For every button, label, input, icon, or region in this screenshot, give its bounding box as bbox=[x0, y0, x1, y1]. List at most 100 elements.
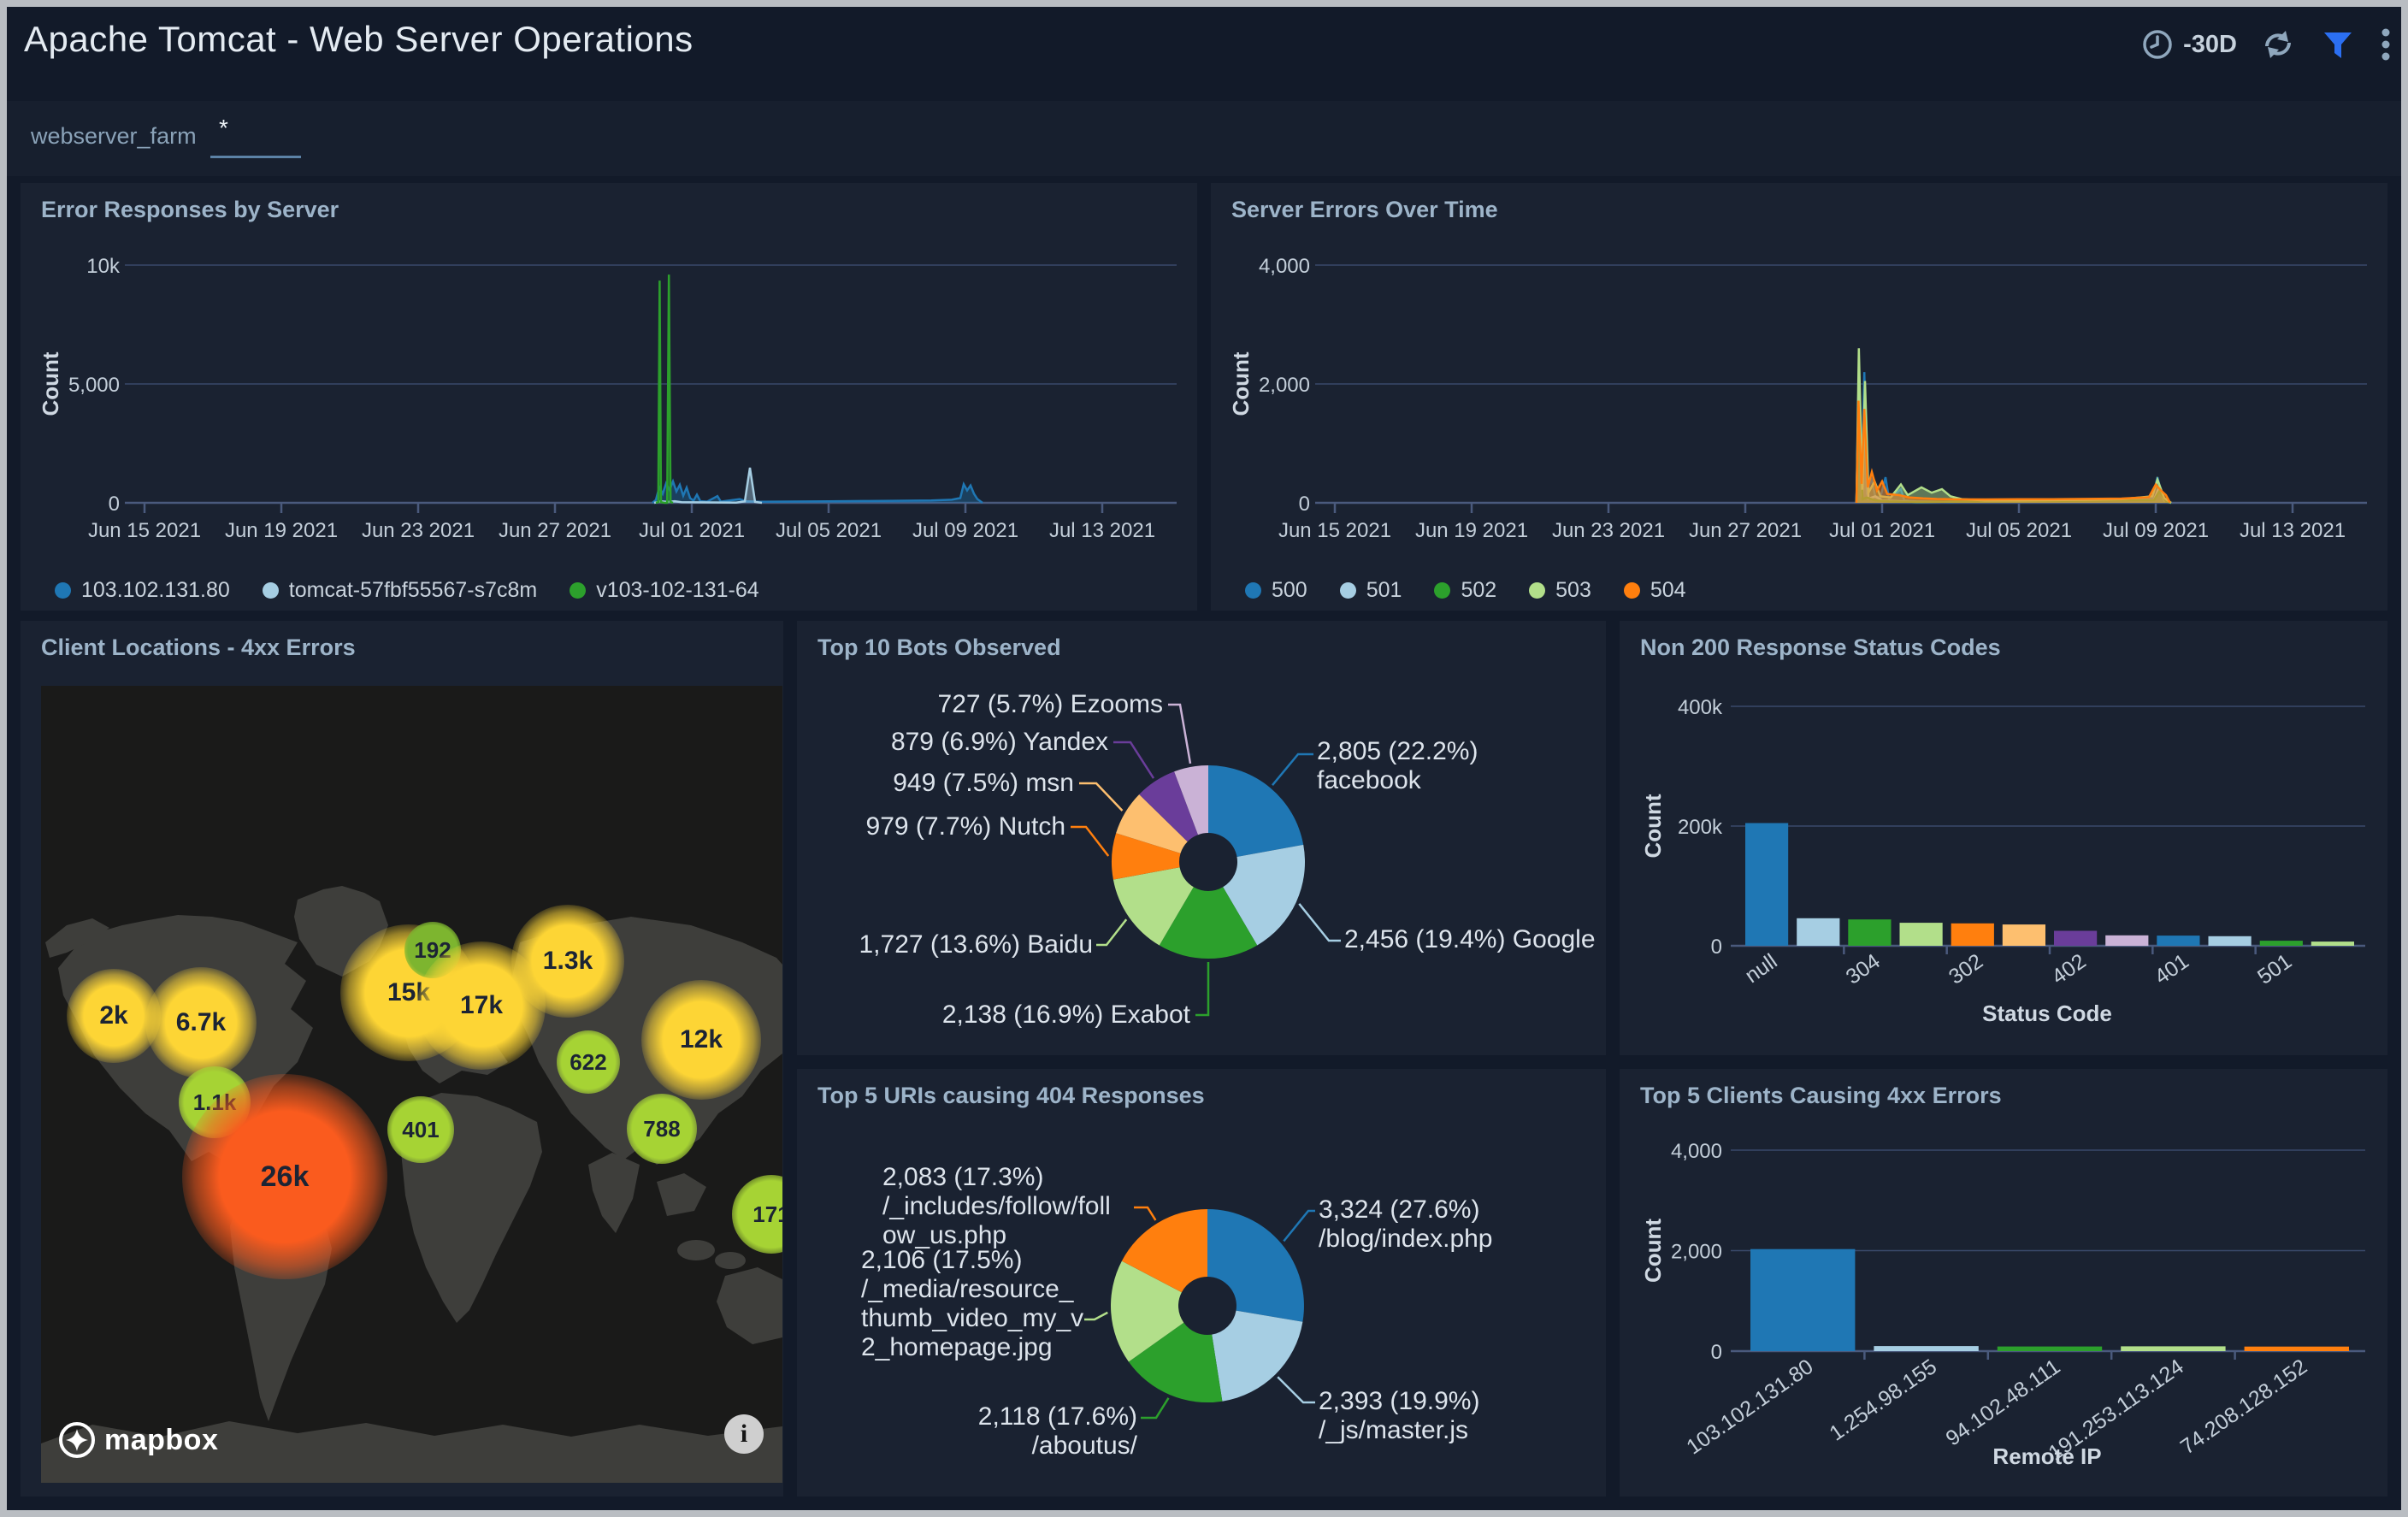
bar-74.208.128.152[interactable] bbox=[2244, 1346, 2349, 1351]
bar-103.102.131.80[interactable] bbox=[1750, 1248, 1856, 1351]
x-tick-label: Jul 05 2021 bbox=[776, 519, 882, 542]
bar-unlabeled-11[interactable] bbox=[2311, 941, 2354, 946]
page-title: Apache Tomcat - Web Server Operations bbox=[24, 19, 693, 59]
topbar-actions: -30D bbox=[2140, 22, 2393, 67]
pie-leader-Ezooms bbox=[1168, 703, 1192, 764]
bar-94.102.48.111[interactable] bbox=[1997, 1346, 2103, 1351]
pie-slice-/_media/resource_thumb_video_my_v2_homepage.jpg[interactable] bbox=[1111, 1260, 1184, 1362]
panel-title: Top 5 URIs causing 404 Responses bbox=[817, 1083, 1205, 1108]
pie-slice-facebook[interactable] bbox=[1208, 765, 1304, 857]
pie-slice-/aboutus/[interactable] bbox=[1128, 1322, 1223, 1403]
filter-input-underline[interactable] bbox=[210, 156, 301, 158]
filter-field-label: webserver_farm bbox=[31, 123, 197, 149]
pie-slice-/_includes/follow/follow_us.php[interactable] bbox=[1121, 1209, 1207, 1293]
bar-401[interactable] bbox=[2157, 936, 2200, 946]
pie-slice-Yandex[interactable] bbox=[1139, 771, 1198, 842]
non-200-bar-chart[interactable]: 0 200k 400k null 304 302 402 401 501 Status Code C… bbox=[1620, 621, 2387, 1055]
pie-slice-Baidu[interactable] bbox=[1113, 867, 1194, 946]
x-tick-label: 1.254.98.155 bbox=[1825, 1355, 1941, 1446]
series-line-500[interactable] bbox=[1855, 367, 2170, 504]
x-tick-label: Jul 09 2021 bbox=[912, 519, 1018, 542]
map-bubble-1.3k[interactable]: 1.3k bbox=[511, 905, 624, 1018]
series-line-503[interactable] bbox=[1855, 348, 2172, 505]
legend-label: 502 bbox=[1461, 578, 1497, 602]
bar-402[interactable] bbox=[2054, 930, 2098, 947]
legend-item-501[interactable]: 501 bbox=[1339, 578, 1402, 603]
top-4xx-clients-bar-chart[interactable]: 0 2,000 4,000 103.102.131.80 1.254.98.155 94.… bbox=[1620, 1069, 2387, 1496]
legend-dot bbox=[1339, 582, 1356, 599]
map-bubble-788[interactable]: 788 bbox=[627, 1094, 697, 1164]
legend-item-502[interactable]: 502 bbox=[1434, 578, 1496, 603]
legend-dot bbox=[55, 582, 71, 599]
x-axis-title: Remote IP bbox=[1992, 1443, 2101, 1469]
y-axis-title: Count bbox=[38, 351, 63, 416]
legend-item-500[interactable]: 500 bbox=[1245, 578, 1307, 603]
x-tick-label: 401 bbox=[2151, 949, 2193, 989]
series-line-tomcat-57fbf55567-s7c8m[interactable] bbox=[653, 467, 763, 505]
bar-unlabeled-9[interactable] bbox=[2208, 936, 2252, 946]
world-map[interactable]: 2k6.7k1.1k26k15k19217k4011.3k62212k78817… bbox=[41, 686, 782, 1483]
pie-leader-/aboutus/ bbox=[1141, 1397, 1170, 1420]
x-tick-label: Jul 05 2021 bbox=[1966, 519, 2072, 542]
mapbox-logo[interactable]: mapbox bbox=[58, 1421, 218, 1459]
pie-slice-msn[interactable] bbox=[1116, 794, 1188, 853]
map-bubble-622[interactable]: 622 bbox=[557, 1030, 620, 1094]
bar-unlabeled-7[interactable] bbox=[2105, 935, 2149, 947]
series-line-504[interactable] bbox=[1855, 400, 2171, 504]
mapbox-icon bbox=[59, 1422, 95, 1458]
top-404-uris-donut[interactable] bbox=[797, 1069, 1606, 1496]
pie-label-msn: 949 (7.5%) msn bbox=[893, 769, 1074, 797]
bar-302[interactable] bbox=[1951, 923, 1994, 947]
bar-null[interactable] bbox=[1745, 823, 1789, 947]
legend-item-v103-102-131-64[interactable]: v103-102-131-64 bbox=[570, 578, 759, 603]
pie-label-/aboutus/: 2,118 (17.6%) /aboutus/ bbox=[977, 1402, 1137, 1460]
bar-501[interactable] bbox=[2259, 941, 2303, 946]
map-info-button[interactable]: i bbox=[724, 1414, 764, 1454]
map-bubble-12k[interactable]: 12k bbox=[641, 980, 761, 1100]
y-tick-label: 0 bbox=[1299, 493, 1310, 516]
server-errors-chart[interactable]: 0 2,000 4,000 Jun 15 2021 Jun 19 2021 Jun 23 … bbox=[1211, 183, 2387, 611]
legend-dot bbox=[570, 582, 587, 599]
x-tick-label: 302 bbox=[1945, 949, 1987, 989]
bar-1.254.98.155[interactable] bbox=[1874, 1346, 1979, 1351]
pie-slice-Ezooms[interactable] bbox=[1174, 765, 1208, 835]
filter-icon[interactable] bbox=[2319, 26, 2357, 63]
x-tick-label: 103.102.131.80 bbox=[1682, 1355, 1817, 1460]
series-line-103.102.131.80[interactable] bbox=[652, 478, 983, 505]
map-bubble-2k[interactable]: 2k bbox=[67, 969, 161, 1063]
map-bubble-26k[interactable]: 26k bbox=[182, 1074, 387, 1279]
y-tick-label: 4,000 bbox=[1259, 255, 1310, 278]
series-line-501[interactable] bbox=[1855, 381, 2172, 505]
legend-item-103.102.131.80[interactable]: 103.102.131.80 bbox=[55, 578, 230, 603]
panel-title: Top 5 Clients Causing 4xx Errors bbox=[1640, 1083, 2002, 1108]
kebab-menu-icon[interactable] bbox=[2379, 26, 2393, 63]
legend-item-tomcat-57fbf55567-s7c8m[interactable]: tomcat-57fbf55567-s7c8m bbox=[262, 578, 537, 603]
legend-item-503[interactable]: 503 bbox=[1529, 578, 1591, 603]
pie-leader-/_includes/follow/follow_us.php bbox=[1134, 1206, 1157, 1221]
pie-slice-/_js/master.js[interactable] bbox=[1212, 1310, 1303, 1402]
pie-slice-Exabot[interactable] bbox=[1159, 887, 1258, 959]
pie-slice-/blog/index.php[interactable] bbox=[1207, 1209, 1304, 1322]
x-tick-label: Jul 01 2021 bbox=[1829, 519, 1935, 542]
legend-dot bbox=[1529, 582, 1546, 599]
legend-item-504[interactable]: 504 bbox=[1623, 578, 1686, 603]
bar-unlabeled-3[interactable] bbox=[1899, 923, 1943, 946]
pie-slice-Google[interactable] bbox=[1223, 844, 1306, 946]
time-range-button[interactable]: -30D bbox=[2140, 27, 2237, 62]
map-bubble-401[interactable]: 401 bbox=[387, 1096, 454, 1163]
bar-304[interactable] bbox=[1848, 919, 1892, 946]
pie-leader-/_media/resource_thumb_video_my_v2_homepage.jpg bbox=[1084, 1311, 1108, 1321]
pie-slice-Nutch[interactable] bbox=[1111, 833, 1181, 880]
filter-value-input[interactable]: * bbox=[219, 115, 228, 141]
bar-unlabeled-1[interactable] bbox=[1797, 918, 1840, 946]
refresh-icon[interactable] bbox=[2259, 26, 2297, 63]
map-bubble-6.7k[interactable]: 6.7k bbox=[145, 967, 257, 1078]
pie-label-facebook: 2,805 (22.2%) facebook bbox=[1317, 737, 1478, 794]
top-bots-donut[interactable] bbox=[797, 621, 1606, 1055]
y-tick-label: 200k bbox=[1678, 816, 1723, 839]
bar-unlabeled-5[interactable] bbox=[2002, 924, 2045, 946]
series-line-v103-102-131-64[interactable] bbox=[655, 274, 674, 505]
error-responses-chart[interactable]: 0 5,000 10k Jun 15 2021 Jun 19 2021 Jun 23 20… bbox=[21, 183, 1197, 611]
bar-191.253.113.124[interactable] bbox=[2121, 1346, 2226, 1351]
x-tick-label: Jun 19 2021 bbox=[225, 519, 338, 542]
